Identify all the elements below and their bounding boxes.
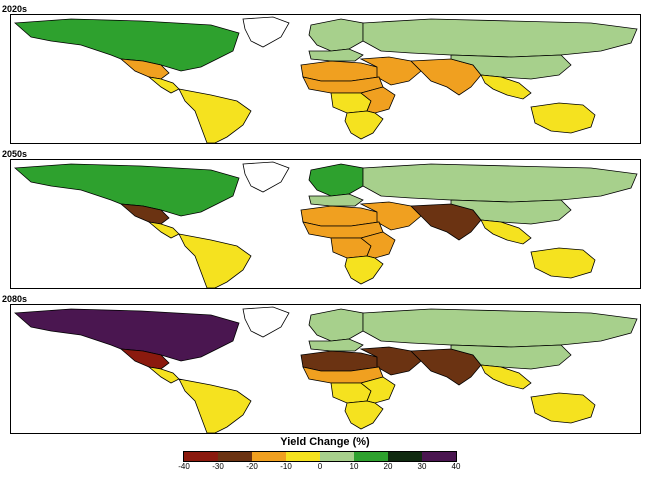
region-middle-east [359, 201, 422, 231]
region-europe-north [308, 163, 364, 197]
region-south-america [178, 378, 252, 433]
legend-swatch-7 [422, 452, 456, 461]
region-greenland [242, 16, 290, 48]
legend-swatch-3 [286, 452, 320, 461]
region-east-africa [360, 86, 396, 114]
world-map-2050s [14, 161, 638, 288]
region-australia [530, 247, 596, 279]
legend-swatch-4 [320, 452, 354, 461]
region-europe-north [308, 18, 364, 52]
region-mexico [119, 203, 170, 225]
region-russia [362, 163, 638, 203]
region-central-america [147, 221, 180, 239]
region-middle-east [359, 346, 422, 376]
region-australia [530, 392, 596, 424]
region-middle-east [359, 56, 422, 86]
region-southeast-asia [480, 74, 532, 100]
region-europe-south [308, 48, 364, 62]
region-china [450, 199, 572, 225]
legend-tick-label: 0 [317, 462, 323, 471]
world-map-2080s [14, 306, 638, 433]
region-europe-north [308, 308, 364, 342]
region-north-africa [300, 60, 380, 82]
region-mexico [119, 58, 170, 80]
period-label-2050s: 2050s [2, 149, 28, 159]
map-panel-2080s [10, 304, 641, 434]
region-greenland [242, 161, 290, 193]
region-southeast-asia [480, 219, 532, 245]
legend-tick-label: 10 [349, 462, 359, 471]
region-north-africa [300, 205, 380, 227]
map-panel-2020s [10, 14, 641, 144]
region-central-america [147, 366, 180, 384]
region-east-africa [360, 231, 396, 259]
region-south-america [178, 233, 252, 288]
region-russia [362, 18, 638, 58]
region-europe-south [308, 338, 364, 352]
region-europe-south [308, 193, 364, 207]
legend-tick-label: 30 [417, 462, 427, 471]
legend-tick-label: -30 [212, 462, 224, 471]
region-australia [530, 102, 596, 134]
legend-swatch-0 [184, 452, 218, 461]
legend-swatch-6 [388, 452, 422, 461]
map-panel-2050s [10, 159, 641, 289]
legend-tick-label: -40 [178, 462, 190, 471]
legend-ticks: -40 -30 -20 -10 0 10 20 30 40 [178, 462, 463, 474]
region-north-america [14, 18, 240, 72]
region-china [450, 344, 572, 370]
region-southeast-asia [480, 364, 532, 390]
region-north-africa [300, 350, 380, 372]
region-southern-africa [344, 110, 384, 140]
region-russia [362, 308, 638, 348]
legend-tick-label: 40 [451, 462, 461, 471]
region-north-america [14, 308, 240, 362]
region-china [450, 54, 572, 80]
legend-tick-label: -10 [280, 462, 292, 471]
world-map-2020s [14, 16, 638, 143]
region-greenland [242, 306, 290, 338]
region-southern-africa [344, 255, 384, 285]
region-north-america [14, 163, 240, 217]
legend-color-bar [183, 451, 457, 462]
legend-swatch-5 [354, 452, 388, 461]
legend-swatch-2 [252, 452, 286, 461]
legend-title: Yield Change (%) [280, 436, 370, 448]
region-mexico [119, 348, 170, 370]
period-label-2020s: 2020s [2, 4, 28, 14]
legend-tick-label: 20 [383, 462, 393, 471]
region-east-africa [360, 376, 396, 404]
legend-swatch-1 [218, 452, 252, 461]
region-southern-africa [344, 400, 384, 430]
legend-tick-label: -20 [246, 462, 258, 471]
region-south-america [178, 88, 252, 143]
region-central-america [147, 76, 180, 94]
period-label-2080s: 2080s [2, 294, 28, 304]
